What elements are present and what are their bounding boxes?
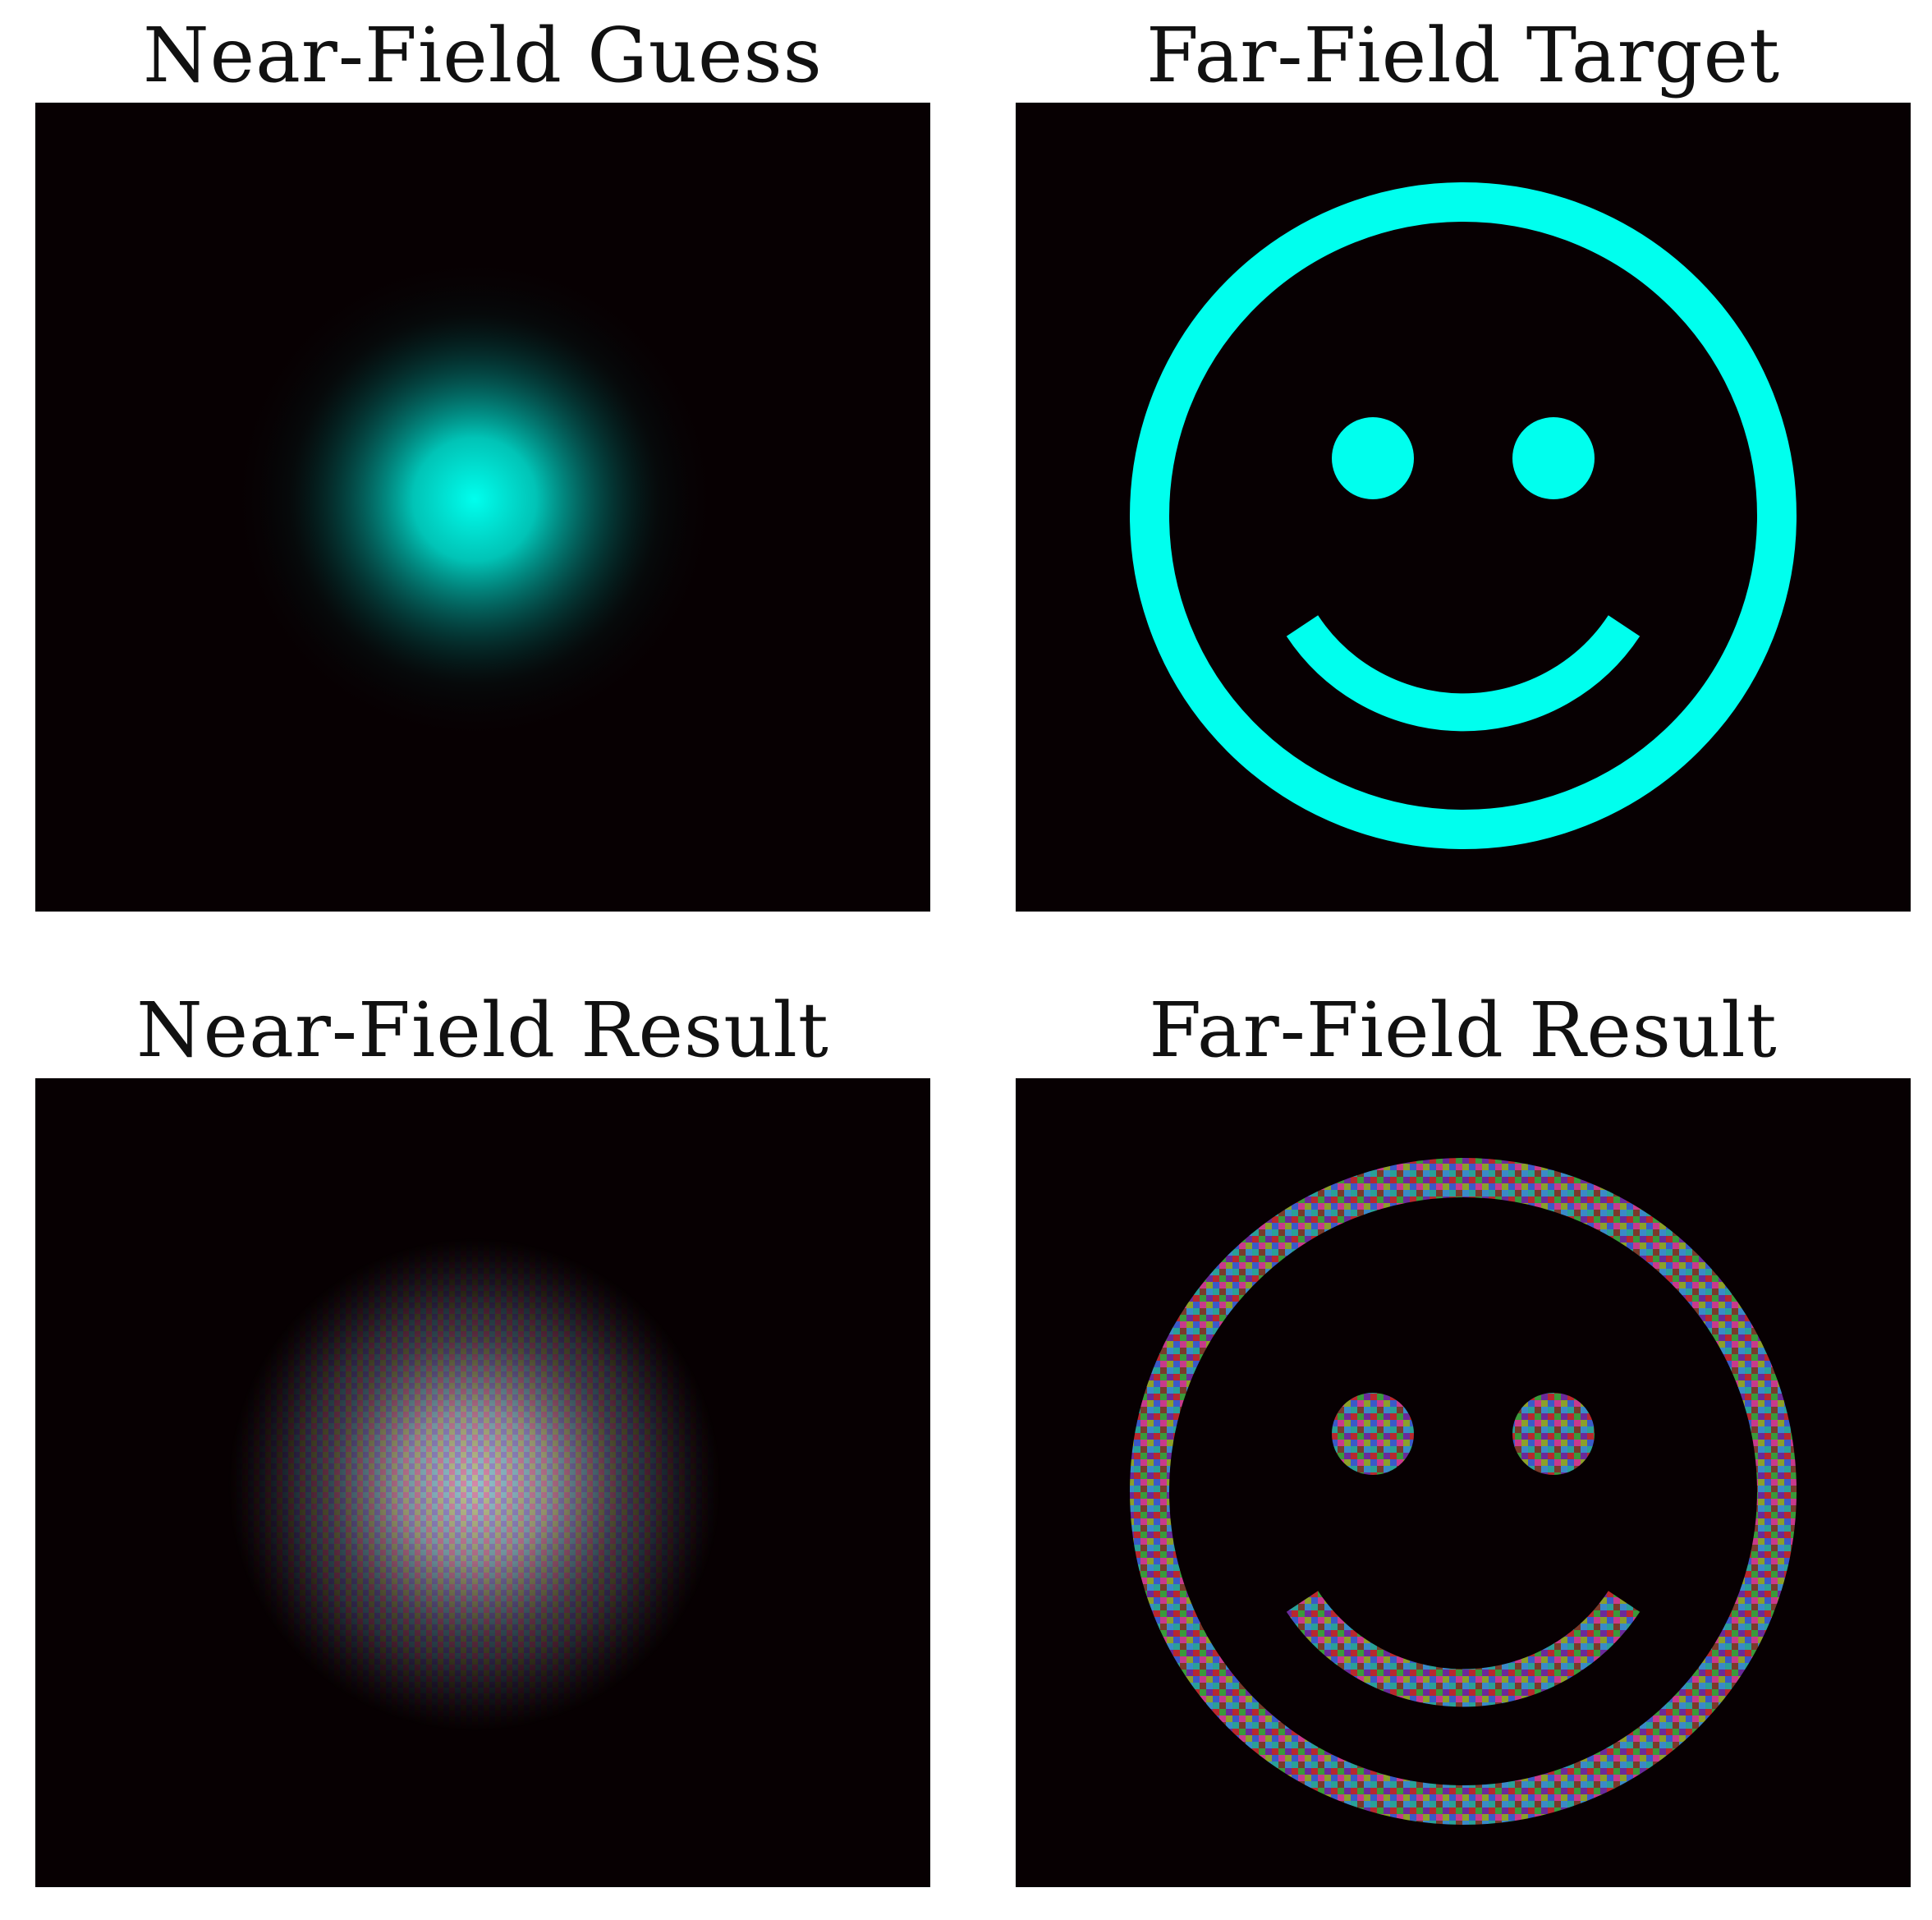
result-mouth [1286,1591,1641,1707]
smiley-target-plot [1016,103,1911,912]
speckle-beam-plot [35,1078,930,1887]
result-left-eye [1332,1393,1414,1475]
smiley-mouth [1286,615,1641,732]
near-field-result-image [35,1078,930,1887]
panel-title-near-field-guess: Near-Field Guess [143,11,823,99]
panel-title-far-field-result: Far-Field Result [1149,986,1778,1074]
speckle-texture [228,1238,721,1731]
smiley-face-outline [1130,182,1797,849]
beam-spot [228,253,721,746]
gaussian-beam-plot [35,103,930,912]
panel-title-far-field-target: Far-Field Target [1145,11,1781,99]
near-field-guess-image [35,103,930,912]
smiley-left-eye [1332,417,1414,499]
result-face-outline [1130,1158,1797,1825]
result-right-eye [1512,1393,1595,1475]
panel-title-near-field-result: Near-Field Result [136,986,829,1074]
smiley-right-eye [1512,417,1595,499]
far-field-result-image [1016,1078,1911,1887]
far-field-target-image [1016,103,1911,912]
smiley-result-plot [1016,1078,1911,1887]
